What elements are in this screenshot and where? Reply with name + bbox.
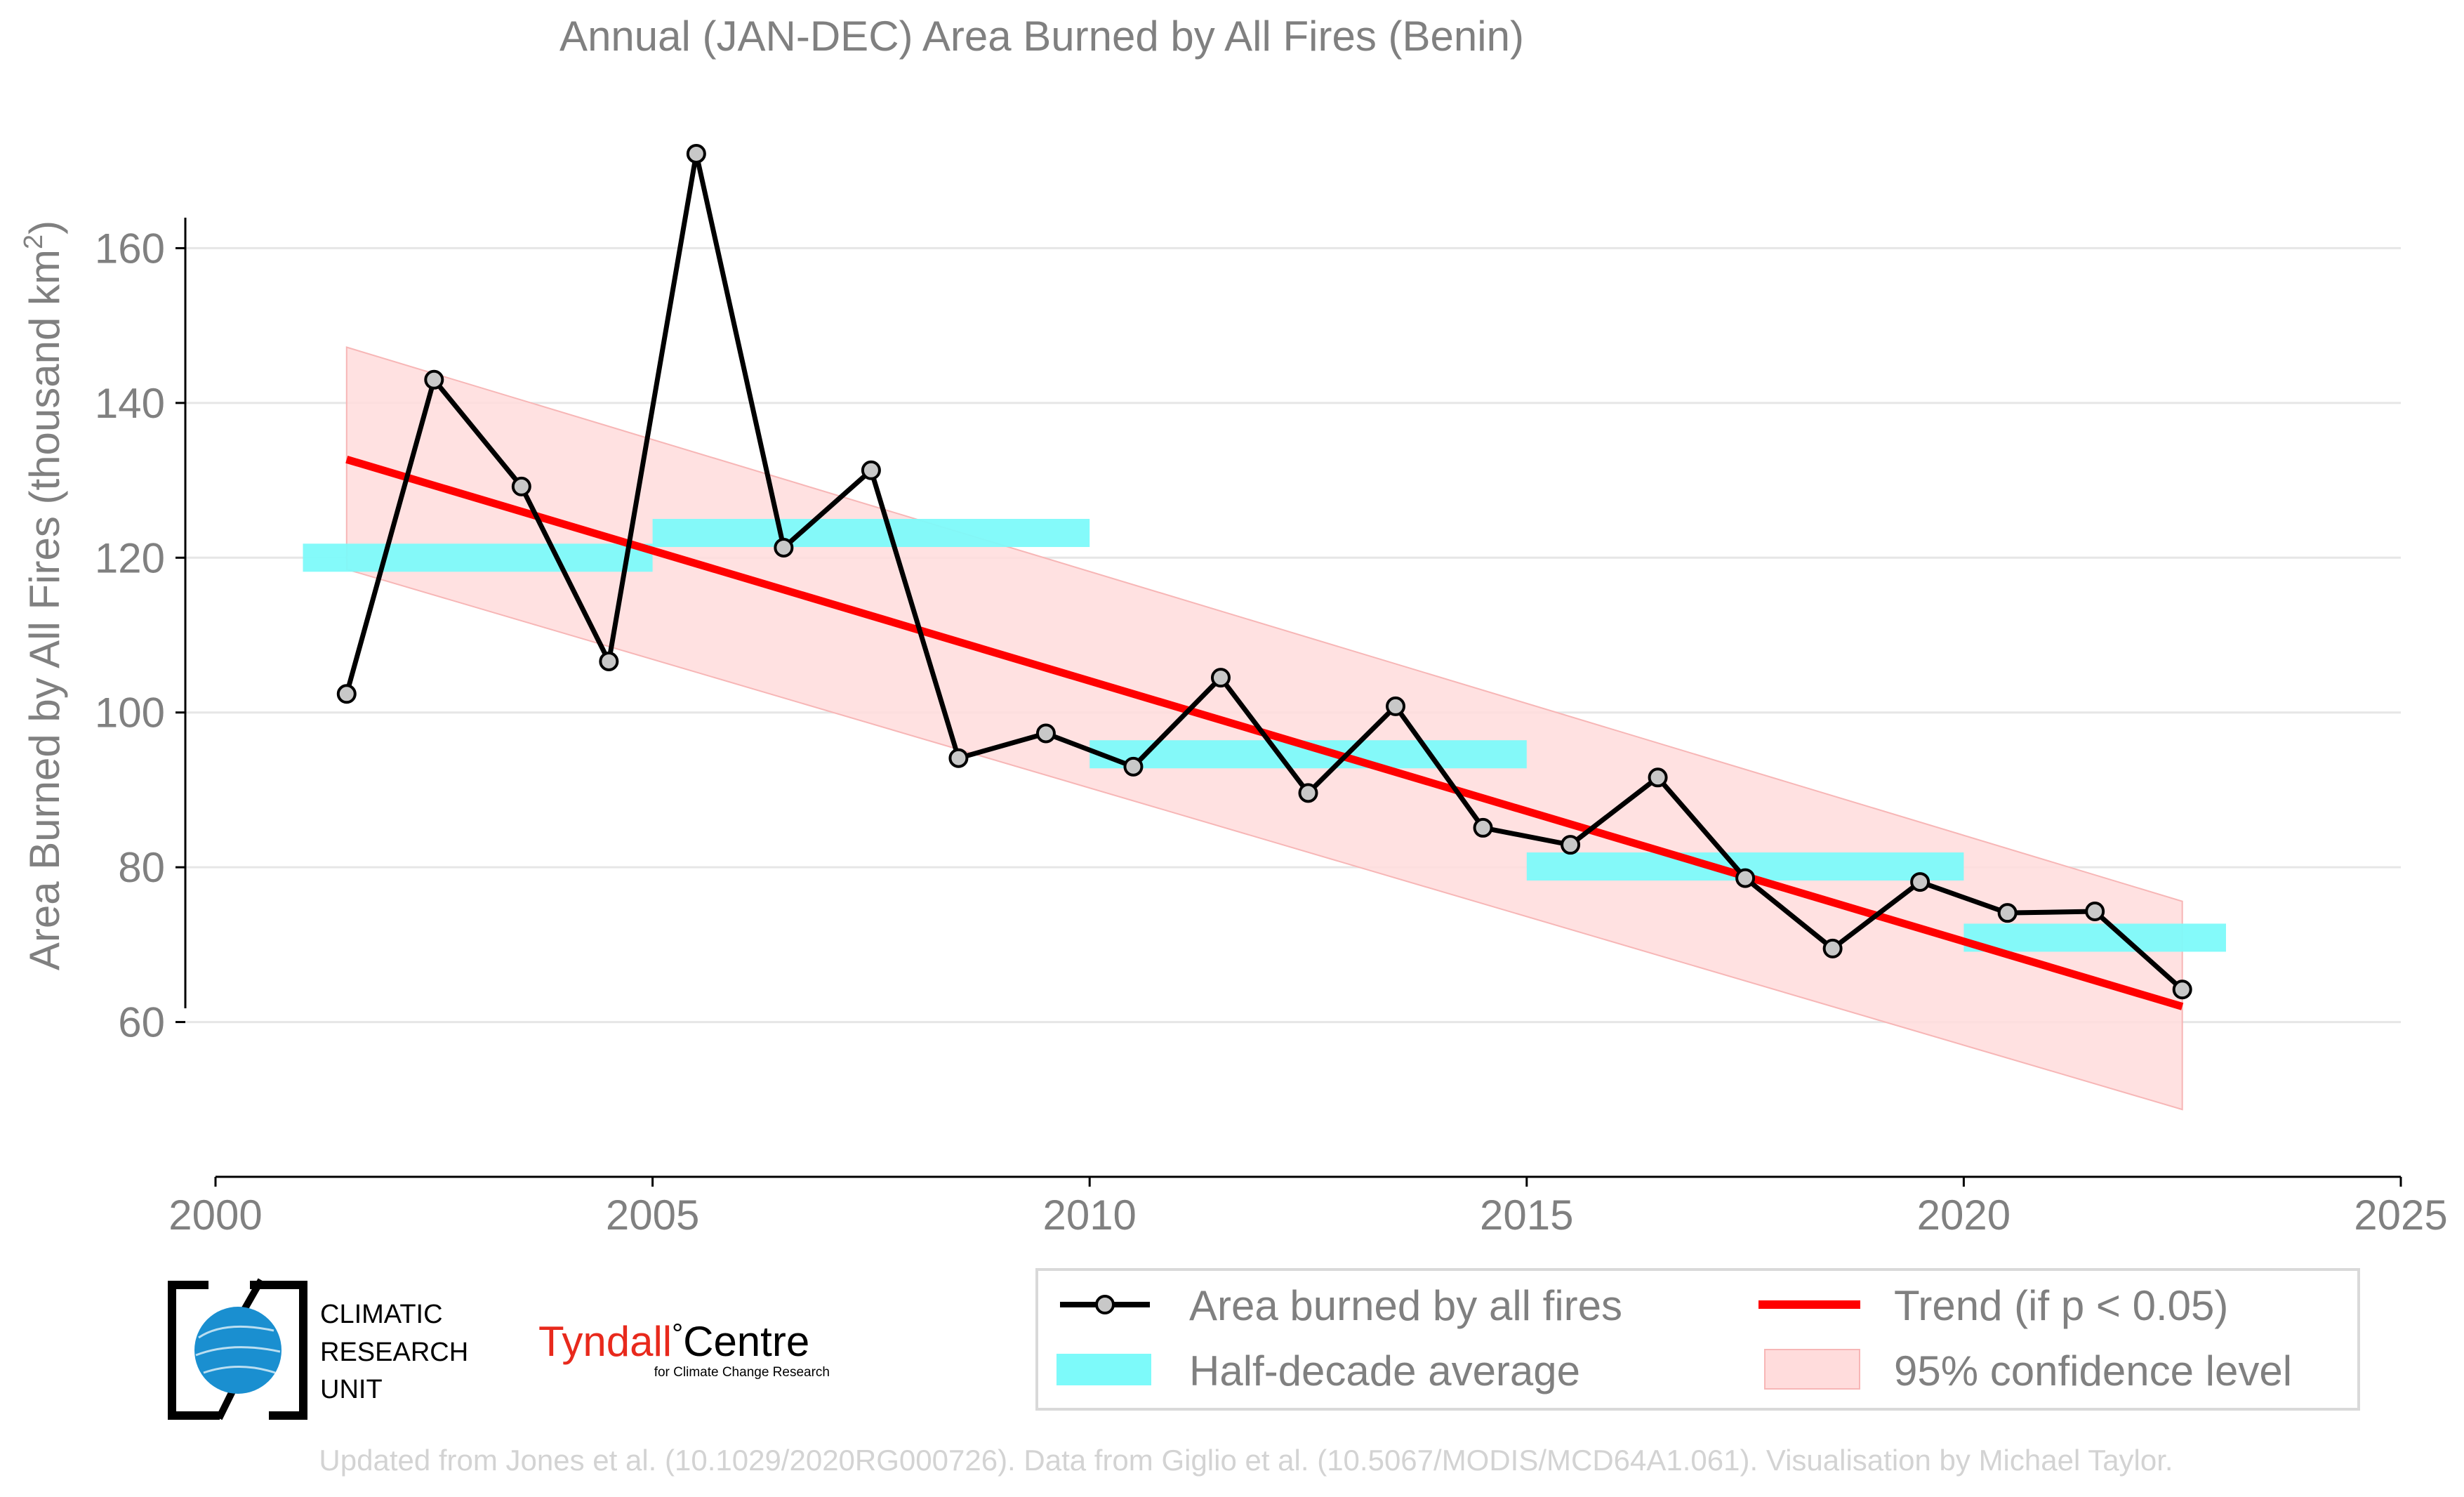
data-point — [686, 143, 706, 164]
cru-logo-frame — [168, 1281, 307, 1420]
legend-swatch-confidence — [1764, 1349, 1860, 1390]
globe-swirl — [195, 1325, 281, 1374]
axes: 2000 2005 2010 2015 2020 2025 60 80 100 120 140 160 — [95, 218, 2448, 1239]
legend-swatch-half-decade — [1057, 1354, 1151, 1385]
data-point — [1210, 668, 1231, 688]
series-layer — [336, 143, 2192, 1000]
data-point — [1822, 938, 1843, 958]
y-axis-label-main: Area Burned by All Fires (thousand km — [21, 249, 68, 970]
y-tick-label: 60 — [118, 999, 165, 1046]
series-line-area-burned — [344, 151, 2185, 991]
tyndall-logo-name-left: Tyndall — [538, 1318, 672, 1365]
y-axis-label-superscript: 2 — [19, 235, 48, 249]
data-point — [1735, 868, 1756, 888]
legend-label-area-burned: Area burned by all fires — [1189, 1282, 1622, 1329]
data-point — [1997, 903, 2018, 923]
tyndall-logo-subtitle: for Climate Change Research — [654, 1365, 830, 1380]
y-tick-label: 100 — [95, 690, 165, 737]
half-decade-layer — [303, 519, 2226, 952]
tyndall-logo-name: Tyndall°Centre — [538, 1318, 809, 1365]
legend-label-half-decade: Half-decade average — [1189, 1347, 1580, 1394]
data-point — [861, 460, 881, 480]
x-tick-label: 2020 — [1917, 1192, 2011, 1239]
y-axis-label-suffix: ) — [21, 220, 68, 235]
data-point — [1298, 783, 1318, 803]
data-point — [1123, 756, 1144, 777]
y-axis-label: Area Burned by All Fires (thousand km2) — [19, 220, 68, 970]
x-tick-label: 2025 — [2354, 1192, 2447, 1239]
confidence-band-layer — [345, 346, 2183, 1111]
legend-label-trend: Trend (if p < 0.05) — [1894, 1282, 2228, 1329]
cru-logo: CLIMATIC RESEARCH UNIT — [168, 1278, 468, 1420]
tyndall-logo: Tyndall°Centre for Climate Change Resear… — [538, 1318, 830, 1380]
cru-logo-line3: UNIT — [320, 1375, 383, 1404]
data-point — [2172, 980, 2192, 1000]
x-tick-label: 2010 — [1042, 1192, 1136, 1239]
data-point — [511, 476, 531, 496]
data-point — [1910, 872, 1930, 892]
legend-marker-area-burned — [1095, 1295, 1115, 1314]
y-tick-label: 80 — [118, 844, 165, 891]
half-decade-bar — [303, 543, 653, 572]
data-point — [1648, 767, 1668, 788]
data-point — [1561, 835, 1581, 855]
tyndall-logo-name-right: Centre — [683, 1318, 809, 1365]
y-tick-label: 140 — [95, 380, 165, 427]
data-point — [2085, 901, 2105, 921]
data-point — [424, 369, 444, 390]
x-tick-label: 2005 — [606, 1192, 699, 1239]
x-tick-label: 2015 — [1480, 1192, 1573, 1239]
data-point — [774, 537, 794, 558]
half-decade-bar — [652, 519, 1090, 548]
legend: Area burned by all fires Trend (if p < 0… — [1035, 1268, 2360, 1411]
data-point — [599, 651, 619, 671]
y-tick-label: 120 — [95, 534, 165, 581]
y-tick-label: 160 — [95, 225, 165, 272]
legend-label-confidence: 95% confidence level — [1894, 1347, 2292, 1394]
data-point — [1386, 696, 1406, 716]
cru-logo-line1: CLIMATIC — [320, 1300, 443, 1329]
legend-frame — [1035, 1268, 2360, 1411]
data-point — [1035, 723, 1056, 744]
data-point — [948, 748, 969, 768]
data-point — [336, 684, 357, 704]
chart-title: Annual (JAN-DEC) Area Burned by All Fire… — [559, 13, 1524, 60]
half-decade-bar — [1963, 923, 2226, 952]
footer-credit: Updated from Jones et al. (10.1029/2020R… — [319, 1444, 2173, 1477]
confidence-band — [345, 346, 2183, 1111]
tyndall-logo-degree: ° — [672, 1319, 683, 1350]
data-point — [1473, 817, 1493, 838]
cru-logo-line2: RESEARCH — [320, 1338, 468, 1367]
x-tick-label: 2000 — [168, 1192, 262, 1239]
